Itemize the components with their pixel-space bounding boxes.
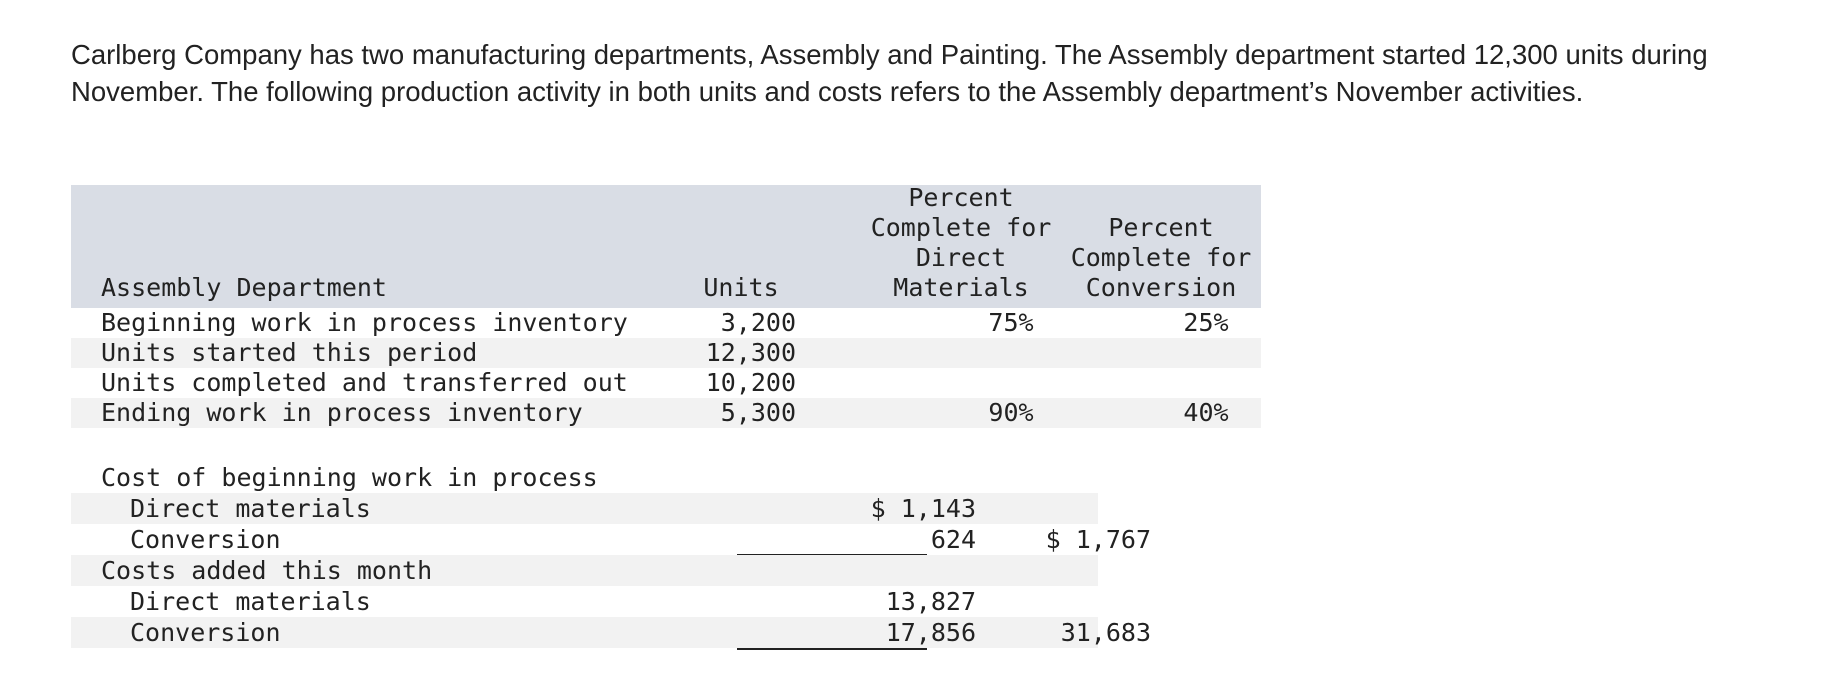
cost-row-beginning-conversion: Conversion 624 $ 1,767: [71, 524, 1151, 555]
cost-row-beginning-heading: Cost of beginning work in process: [71, 462, 1098, 493]
row-total: $ 1,767: [1045, 525, 1151, 554]
units-row-beginning-wip: Beginning work in process inventory 3,20…: [71, 308, 1261, 338]
header-conv-line1: Percent: [1108, 213, 1214, 242]
row-units: 10,200: [705, 368, 796, 397]
row-conv-percent: 40%: [1183, 398, 1229, 427]
row-amount: 17,856: [885, 618, 976, 647]
row-units: 3,200: [720, 308, 796, 337]
row-conv-percent: 25%: [1183, 308, 1229, 337]
header-dm-line3: Direct: [915, 243, 1007, 272]
units-table-header: Assembly Department Units Percent Comple…: [71, 183, 1261, 308]
header-dm-line2: Complete for: [870, 213, 1052, 242]
header-conv-line3: Conversion: [1085, 273, 1237, 302]
row-label: Conversion: [130, 618, 281, 647]
problem-intro: Carlberg Company has two manufacturing d…: [71, 39, 1708, 107]
row-label: Direct materials: [130, 587, 371, 616]
row-label: Direct materials: [130, 494, 371, 523]
row-units: 5,300: [720, 398, 796, 427]
header-assembly-department: Assembly Department: [101, 273, 387, 302]
row-label: Beginning work in process inventory: [101, 308, 628, 337]
subtotal-underline: [737, 648, 927, 650]
cost-row-added-heading: Costs added this month: [71, 555, 1098, 586]
row-units: 12,300: [705, 338, 796, 367]
units-row-completed: Units completed and transferred out 10,2…: [71, 368, 1261, 398]
row-amount: $ 1,143: [870, 494, 976, 523]
row-amount: 13,827: [885, 587, 976, 616]
units-row-started: Units started this period 12,300: [71, 338, 1261, 368]
header-dm-line1: Percent: [908, 183, 1014, 212]
row-total: 31,683: [1060, 618, 1151, 647]
cost-row-beginning-dm: Direct materials $ 1,143: [71, 493, 1098, 524]
row-label: Ending work in process inventory: [101, 398, 583, 427]
units-row-ending-wip: Ending work in process inventory 5,300 9…: [71, 398, 1261, 428]
row-dm-percent: 75%: [988, 308, 1034, 337]
row-label: Units started this period: [101, 338, 478, 367]
row-label: Conversion: [130, 525, 281, 554]
cost-row-added-conversion: Conversion 17,856 31,683: [71, 617, 1151, 648]
header-units: Units: [703, 273, 779, 302]
cost-section-heading: Cost of beginning work in process: [101, 463, 598, 492]
header-conv-line2: Complete for: [1070, 243, 1252, 272]
row-dm-percent: 90%: [988, 398, 1034, 427]
cost-row-added-dm: Direct materials 13,827: [71, 586, 1098, 617]
row-amount: 624: [930, 525, 976, 554]
cost-section-heading: Costs added this month: [101, 556, 433, 585]
row-label: Units completed and transferred out: [101, 368, 628, 397]
header-dm-line4: Materials: [893, 273, 1029, 302]
